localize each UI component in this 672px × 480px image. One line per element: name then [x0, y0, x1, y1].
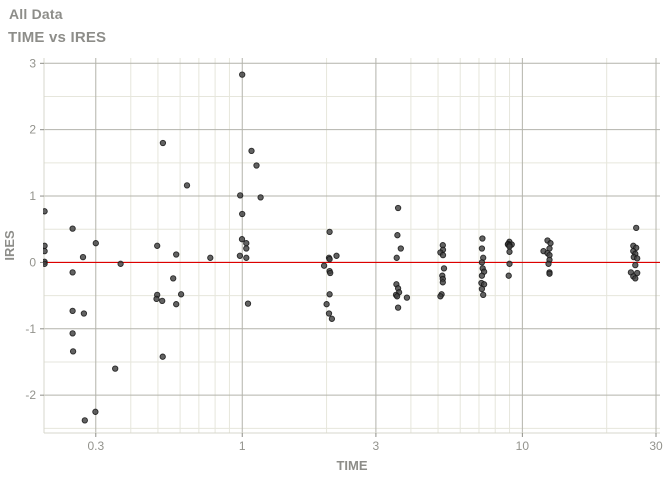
data-point	[478, 272, 486, 279]
data-point	[326, 291, 333, 298]
data-point	[326, 228, 333, 236]
data-point	[69, 269, 76, 276]
data-point	[236, 252, 244, 259]
data-point	[320, 262, 328, 269]
data-point	[81, 417, 88, 424]
data-point	[478, 245, 486, 252]
data-point	[183, 182, 191, 189]
data-point	[632, 275, 639, 282]
data-point	[394, 204, 402, 212]
data-point	[505, 272, 512, 279]
data-point	[239, 210, 246, 218]
y-axis-label: IRES	[2, 230, 17, 261]
y-tick-label: 2	[29, 123, 36, 137]
data-point	[69, 330, 76, 337]
data-point	[633, 224, 640, 232]
data-point	[506, 243, 513, 250]
data-point	[43, 247, 48, 255]
data-point	[506, 248, 513, 255]
data-point	[440, 265, 448, 272]
y-tick-label: 0	[29, 255, 36, 269]
data-point	[80, 310, 88, 317]
y-tick-label: 3	[29, 56, 36, 70]
data-point	[43, 242, 48, 249]
data-point	[479, 235, 486, 242]
data-point	[506, 260, 513, 267]
data-point	[244, 300, 252, 307]
data-point	[333, 252, 340, 259]
data-point	[173, 251, 180, 258]
data-point	[480, 291, 487, 299]
data-point	[546, 270, 553, 277]
data-point	[439, 251, 447, 259]
x-tick-label: 3	[373, 439, 380, 453]
data-point	[253, 162, 260, 169]
data-point	[159, 139, 167, 147]
data-point	[397, 245, 404, 252]
data-point	[394, 304, 402, 311]
data-point	[257, 194, 264, 201]
data-point	[69, 307, 76, 315]
data-point	[153, 295, 160, 303]
data-point	[207, 254, 214, 261]
plot-subtitle: TIME vs IRES	[8, 29, 107, 46]
data-point	[79, 253, 87, 261]
data-point	[117, 260, 124, 267]
y-tick-label: -1	[25, 322, 36, 336]
x-tick-label: 30	[649, 439, 663, 453]
data-point	[237, 192, 244, 199]
data-point	[69, 348, 77, 355]
data-point	[92, 240, 99, 247]
data-point	[43, 208, 48, 215]
x-tick-label: 10	[516, 439, 530, 453]
data-point	[112, 365, 119, 372]
data-point	[393, 254, 400, 261]
x-axis-label: TIME	[336, 458, 367, 473]
data-point	[632, 261, 639, 269]
data-point	[394, 232, 401, 239]
data-point	[170, 275, 177, 282]
data-point	[547, 240, 554, 247]
data-point	[92, 408, 99, 415]
data-point	[154, 242, 161, 249]
y-tick-label: -2	[25, 388, 36, 402]
data-point	[545, 260, 552, 267]
data-point	[239, 71, 246, 78]
data-point	[159, 353, 166, 360]
data-point	[323, 301, 330, 308]
data-point	[238, 236, 246, 243]
plot-title: All Data	[9, 6, 63, 22]
data-point	[403, 294, 411, 301]
x-tick-label: 1	[239, 439, 246, 453]
data-point	[69, 225, 76, 232]
data-point	[478, 285, 486, 293]
data-point	[439, 279, 446, 286]
data-point	[248, 147, 255, 155]
data-point	[243, 245, 250, 252]
data-point	[393, 293, 401, 300]
data-point	[634, 255, 641, 262]
data-point	[43, 260, 48, 267]
data-point	[328, 315, 336, 322]
data-point	[325, 310, 333, 317]
data-point	[326, 255, 333, 263]
x-tick-label: 0.3	[87, 439, 104, 453]
points-layer	[43, 71, 641, 424]
y-tick-label: 1	[29, 189, 36, 203]
data-point	[159, 297, 166, 305]
data-point	[177, 291, 185, 298]
data-point	[327, 269, 334, 277]
data-point	[243, 254, 250, 261]
data-point	[478, 259, 486, 266]
data-point	[243, 240, 250, 247]
data-point	[173, 301, 180, 308]
data-point	[634, 269, 641, 277]
data-point	[437, 293, 444, 300]
